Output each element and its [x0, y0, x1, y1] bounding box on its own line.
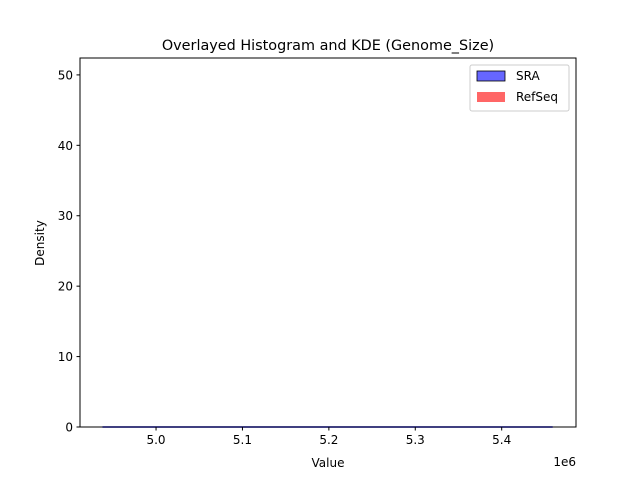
- axes-frame: [79, 57, 577, 428]
- legend-swatch-sra: [476, 70, 506, 82]
- y-axis-label: Density: [33, 220, 47, 266]
- y-tick-label: 0: [65, 421, 73, 435]
- y-tick-label: 30: [58, 209, 73, 223]
- legend-label-sra: SRA: [516, 69, 540, 83]
- legend-swatch-refseq: [477, 92, 505, 102]
- x-axis: 5.0 5.1 5.2 5.3 5.4: [146, 427, 511, 447]
- y-tick-label: 10: [58, 350, 73, 364]
- x-tick-label: 5.1: [233, 433, 252, 447]
- x-axis-label: Value: [312, 456, 345, 470]
- legend-label-refseq: RefSeq: [516, 90, 558, 104]
- x-tick-label: 5.3: [406, 433, 425, 447]
- y-tick-label: 50: [58, 68, 73, 82]
- x-tick-label: 5.4: [492, 433, 511, 447]
- x-offset-label: 1e6: [553, 455, 576, 469]
- y-tick-label: 20: [58, 280, 73, 294]
- y-axis: 0 10 20 30 40 50: [58, 68, 80, 435]
- y-tick-label: 40: [58, 139, 73, 153]
- legend: SRA RefSeq: [469, 64, 570, 112]
- chart-title: Overlayed Histogram and KDE (Genome_Size…: [162, 38, 494, 54]
- x-tick-label: 5.0: [146, 433, 165, 447]
- x-tick-label: 5.2: [319, 433, 338, 447]
